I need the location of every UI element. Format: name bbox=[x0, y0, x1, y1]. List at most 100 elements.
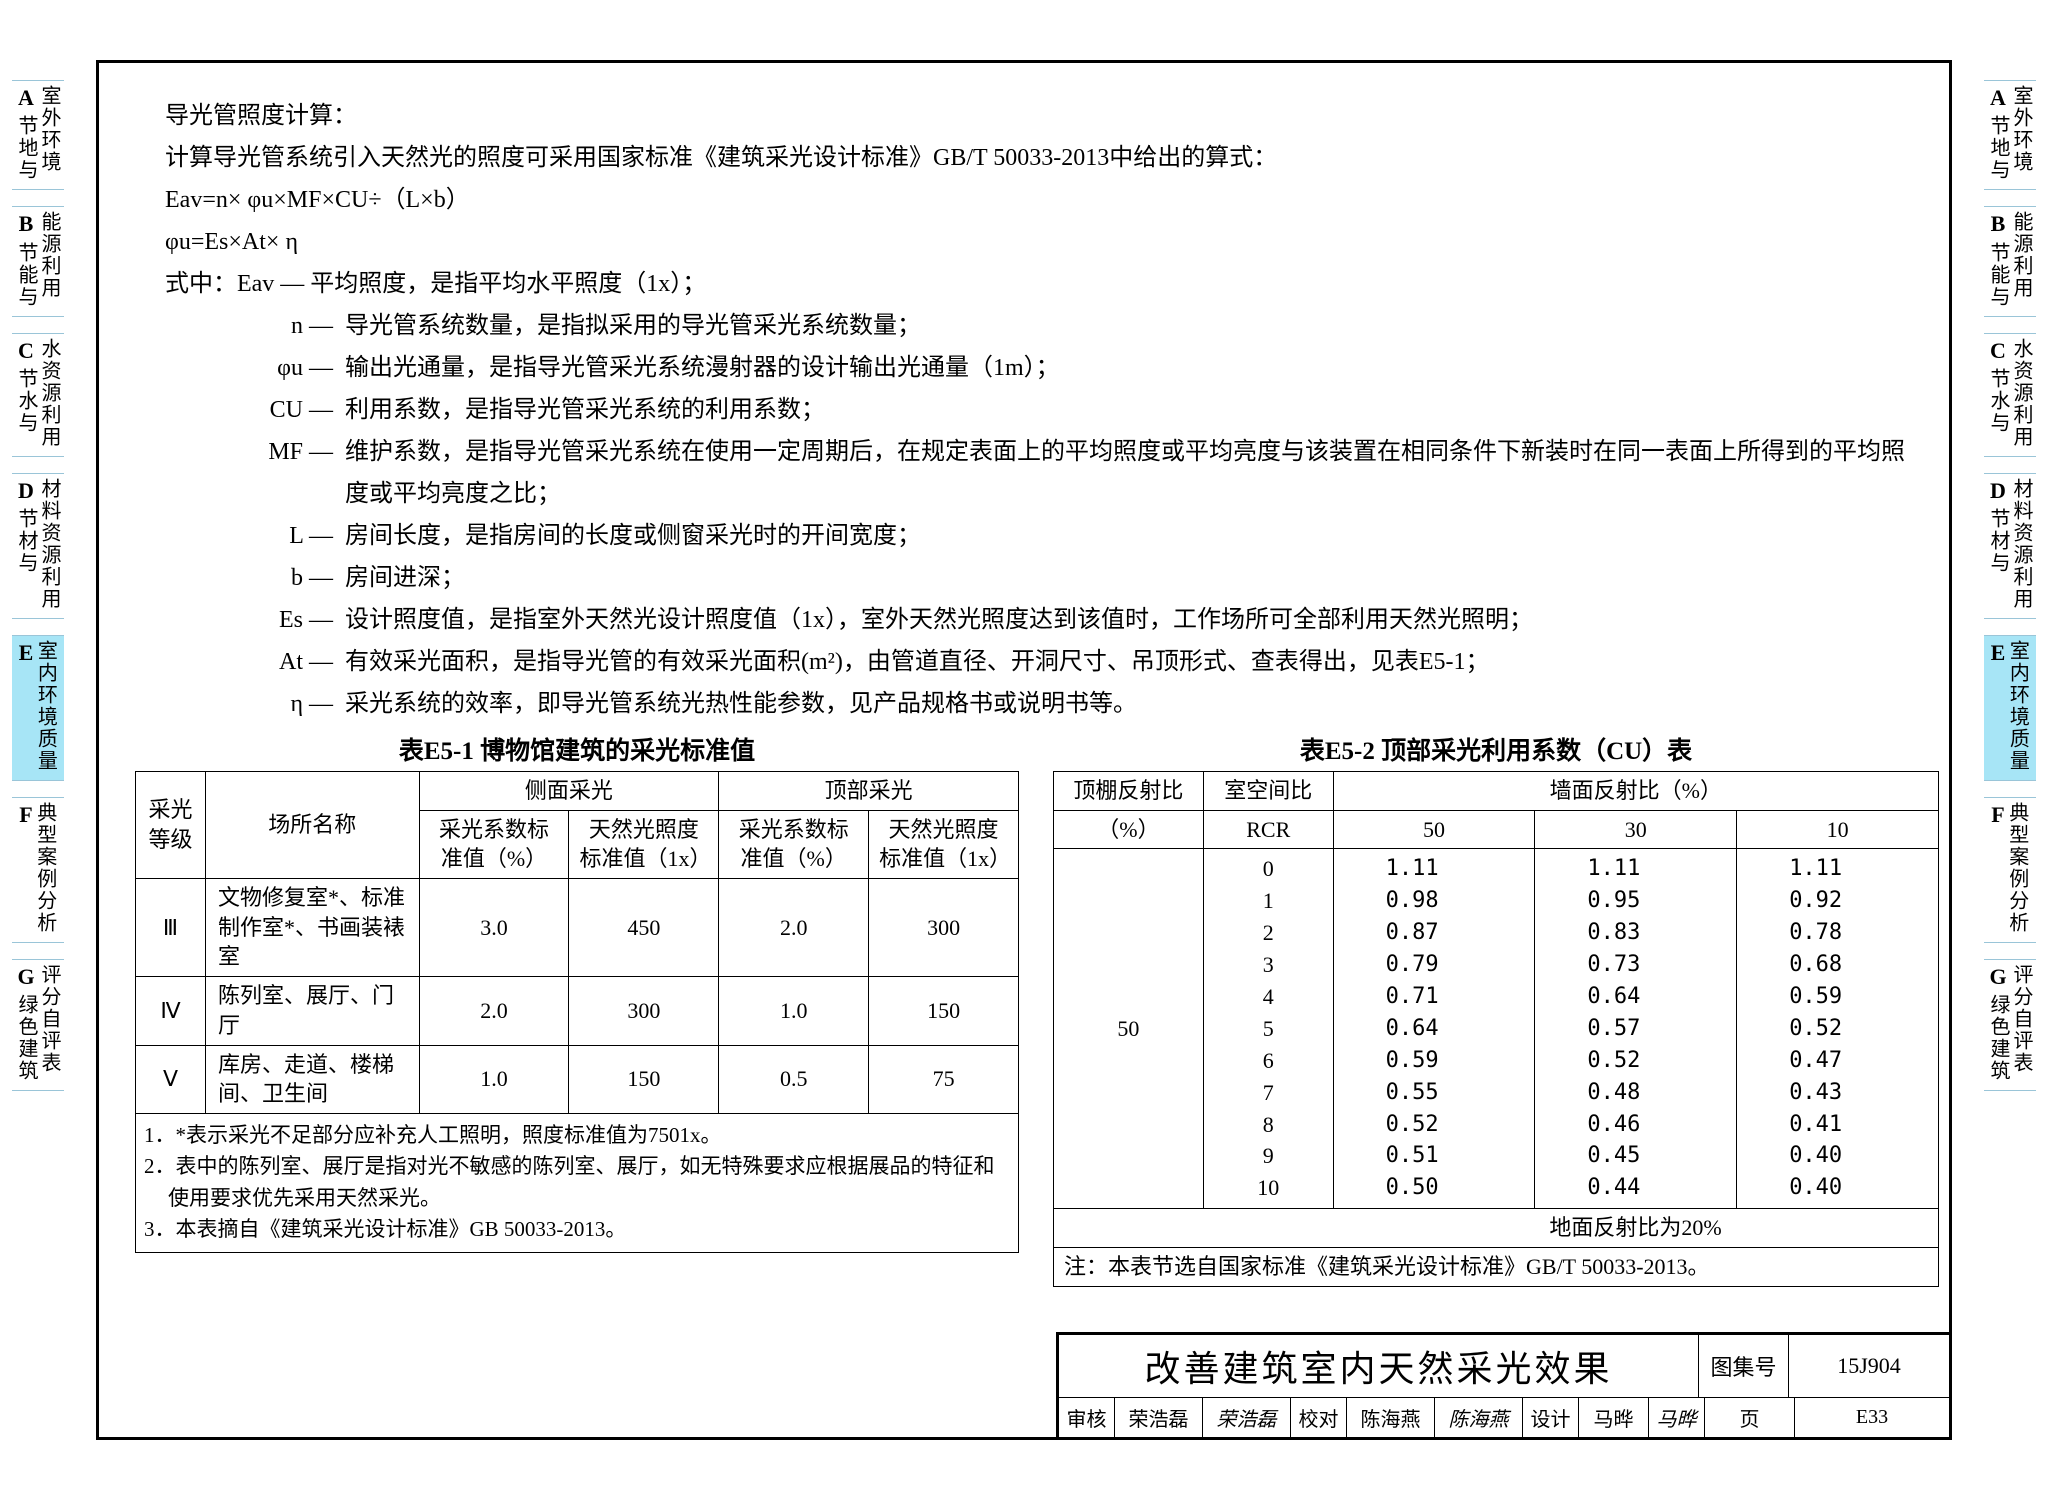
def-symbol: L — bbox=[165, 515, 345, 557]
t2-foot1: 地面反射比为20% bbox=[1333, 1209, 1938, 1248]
tab-letter: G bbox=[1989, 964, 2006, 990]
tab-sub: 节地与 bbox=[1987, 115, 2009, 181]
tab-title: 能源利用 bbox=[37, 211, 61, 299]
side-tab-A[interactable]: A节地与室外环境 bbox=[12, 80, 64, 190]
table-e5-2-title: 表E5-2 顶部采光利用系数（CU）表 bbox=[1053, 731, 1939, 767]
t1-sh4: 天然光照度标准值（1x） bbox=[869, 810, 1019, 878]
tab-letter: C bbox=[1990, 338, 2006, 364]
tab-sub: 节水与 bbox=[15, 368, 37, 434]
def-text: 导光管系统数量，是指拟采用的导光管采光系统数量； bbox=[345, 305, 1913, 347]
side-tab-F[interactable]: F典型案例分析 bbox=[1984, 797, 2036, 943]
tb-b: 荣浩磊 bbox=[1115, 1398, 1203, 1437]
table-cell: 陈列室、展厅、门厅 bbox=[205, 977, 419, 1045]
note-line: 3．本表摘自《建筑采光设计标准》GB 50033-2013。 bbox=[168, 1214, 1008, 1246]
side-tab-E[interactable]: E室内环境质量 bbox=[1984, 635, 2036, 781]
tb-c: 荣浩磊 bbox=[1203, 1398, 1291, 1437]
right-tab-rail: A 节地与室外环境 B节能与能源利用 C 节水与水资源利用 D 节材与材料资源利用 E室内环境… bbox=[1984, 80, 2036, 1408]
tab-letter: D bbox=[18, 478, 34, 504]
def-symbol: φu — bbox=[165, 347, 345, 389]
def-text: 有效采光面积，是指导光管的有效采光面积(m²)，由管道直径、开洞尺寸、吊顶形式、… bbox=[345, 641, 1913, 683]
definition-row: L — 房间长度，是指房间的长度或侧窗采光时的开间宽度； bbox=[165, 515, 1913, 557]
tb-a: 审核 bbox=[1059, 1398, 1115, 1437]
side-tab-E[interactable]: E室内环境质量 bbox=[12, 635, 64, 781]
tab-title: 水资源利用 bbox=[2009, 338, 2033, 448]
t2-c1: 1.110.950.830.730.640.570.520.480.460.45… bbox=[1535, 849, 1737, 1209]
side-tab-B[interactable]: B节能与能源利用 bbox=[1984, 206, 2036, 316]
tab-letter: F bbox=[19, 802, 32, 828]
tb-d: 校对 bbox=[1291, 1398, 1347, 1437]
t2-h3: 墙面反射比（%） bbox=[1333, 772, 1938, 811]
definition-row: CU — 利用系数，是指导光管采光系统的利用系数； bbox=[165, 389, 1913, 431]
tab-letter: D bbox=[1990, 478, 2006, 504]
t1-h-side: 侧面采光 bbox=[419, 772, 719, 811]
table-cell: 2.0 bbox=[419, 977, 569, 1045]
tb-j: 页 bbox=[1705, 1398, 1795, 1437]
t2-h1b: （%） bbox=[1054, 810, 1204, 849]
intro-line-1: 导光管照度计算： bbox=[165, 95, 1913, 137]
content-frame: 导光管照度计算： 计算导光管系统引入天然光的照度可采用国家标准《建筑采光设计标准… bbox=[96, 60, 1952, 1440]
tab-letter: E bbox=[19, 640, 34, 666]
t2-group-val: 50 bbox=[1054, 849, 1204, 1209]
side-tab-D[interactable]: D 节材与材料资源利用 bbox=[12, 473, 64, 619]
side-tab-A[interactable]: A 节地与室外环境 bbox=[1984, 80, 2036, 190]
table-cell: 150 bbox=[869, 977, 1019, 1045]
tab-title: 室内环境质量 bbox=[2005, 640, 2029, 772]
side-tab-G[interactable]: G绿色建筑评分自评表 bbox=[12, 959, 64, 1091]
tab-title: 评分自评表 bbox=[2009, 964, 2033, 1074]
side-tab-B[interactable]: B节能与能源利用 bbox=[12, 206, 64, 316]
tab-sub: 节水与 bbox=[1987, 368, 2009, 434]
tab-sub: 节地与 bbox=[15, 115, 37, 181]
tab-title: 典型案例分析 bbox=[33, 802, 57, 934]
tb-k: E33 bbox=[1795, 1398, 1949, 1437]
t1-h-place: 场所名称 bbox=[205, 772, 419, 879]
t1-sh1: 采光系数标准值（%） bbox=[419, 810, 569, 878]
table-row: Ⅲ文物修复室*、标准制作室*、书画装裱室3.04502.0300 bbox=[136, 879, 1019, 977]
intro-line-5: 式中：Eav — 平均照度，是指平均水平照度（1x）； bbox=[165, 263, 1913, 305]
table-cell: 300 bbox=[569, 977, 719, 1045]
side-tab-F[interactable]: F典型案例分析 bbox=[12, 797, 64, 943]
definition-row: n — 导光管系统数量，是指拟采用的导光管采光系统数量； bbox=[165, 305, 1913, 347]
tab-sub: 节材与 bbox=[1987, 508, 2009, 574]
side-tab-C[interactable]: C节水与水资源利用 bbox=[12, 333, 64, 457]
table-cell: Ⅳ bbox=[136, 977, 206, 1045]
tab-title: 材料资源利用 bbox=[2009, 478, 2033, 610]
table-cell: Ⅴ bbox=[136, 1045, 206, 1113]
tab-sub: 绿色建筑 bbox=[15, 994, 37, 1082]
page-root: A节地与室外环境B节能与能源利用C节水与水资源利用D节材与材料资源利用E室内环境… bbox=[0, 0, 2048, 1488]
tab-title: 材料资源利用 bbox=[37, 478, 61, 610]
tab-title: 室外环境 bbox=[37, 85, 61, 173]
t2-h2a: 室空间比 bbox=[1203, 772, 1333, 811]
def-symbol: b — bbox=[165, 557, 345, 599]
table-cell: 文物修复室*、标准制作室*、书画装裱室 bbox=[205, 879, 419, 977]
t2-foot2: 注：本表节选自国家标准《建筑采光设计标准》GB/T 50033-2013。 bbox=[1054, 1247, 1939, 1286]
intro-line-2: 计算导光管系统引入天然光的照度可采用国家标准《建筑采光设计标准》GB/T 500… bbox=[165, 137, 1913, 179]
definition-row: At — 有效采光面积，是指导光管的有效采光面积(m²)，由管道直径、开洞尺寸、… bbox=[165, 641, 1913, 683]
t2-rcr-col: 012345678910 bbox=[1203, 849, 1333, 1209]
t2-c0: 1.110.980.870.790.710.640.590.550.520.51… bbox=[1333, 849, 1535, 1209]
t1-h-grade: 采光等级 bbox=[136, 772, 206, 879]
def-text: 房间长度，是指房间的长度或侧窗采光时的开间宽度； bbox=[345, 515, 1913, 557]
note-line: 2．表中的陈列室、展厅是指对光不敏感的陈列室、展厅，如无特殊要求应根据展品的特征… bbox=[168, 1151, 1008, 1214]
tab-title: 评分自评表 bbox=[37, 964, 61, 1074]
side-tab-D[interactable]: D 节材与材料资源利用 bbox=[1984, 473, 2036, 619]
t2-col-10: 10 bbox=[1737, 810, 1939, 849]
tab-title: 室外环境 bbox=[2009, 85, 2033, 173]
def-text: 维护系数，是指导光管采光系统在使用一定周期后，在规定表面上的平均照度或平均亮度与… bbox=[345, 431, 1913, 515]
t2-col-30: 30 bbox=[1535, 810, 1737, 849]
def-symbol: Es — bbox=[165, 599, 345, 641]
table-cell: 3.0 bbox=[419, 879, 569, 977]
tab-title: 能源利用 bbox=[2009, 211, 2033, 299]
definition-row: MF — 维护系数，是指导光管采光系统在使用一定周期后，在规定表面上的平均照度或… bbox=[165, 431, 1913, 515]
tab-letter: A bbox=[1990, 85, 2006, 111]
tab-sub: 节材与 bbox=[15, 508, 37, 574]
t2-c2: 1.110.920.780.680.590.520.470.430.410.40… bbox=[1737, 849, 1939, 1209]
table-e5-1: 采光等级 场所名称 侧面采光 顶部采光 采光系数标准值（%） 天然光照度标准值（… bbox=[135, 771, 1019, 1253]
def-symbol: CU — bbox=[165, 389, 345, 431]
table-cell: 1.0 bbox=[419, 1045, 569, 1113]
side-tab-C[interactable]: C 节水与水资源利用 bbox=[1984, 333, 2036, 457]
t2-foot1-pad bbox=[1054, 1209, 1334, 1248]
table-cell: 2.0 bbox=[719, 879, 869, 977]
tb-i: 马晔 bbox=[1649, 1398, 1705, 1437]
side-tab-G[interactable]: G绿色建筑评分自评表 bbox=[1984, 959, 2036, 1091]
book-value: 15J904 bbox=[1789, 1335, 1949, 1397]
